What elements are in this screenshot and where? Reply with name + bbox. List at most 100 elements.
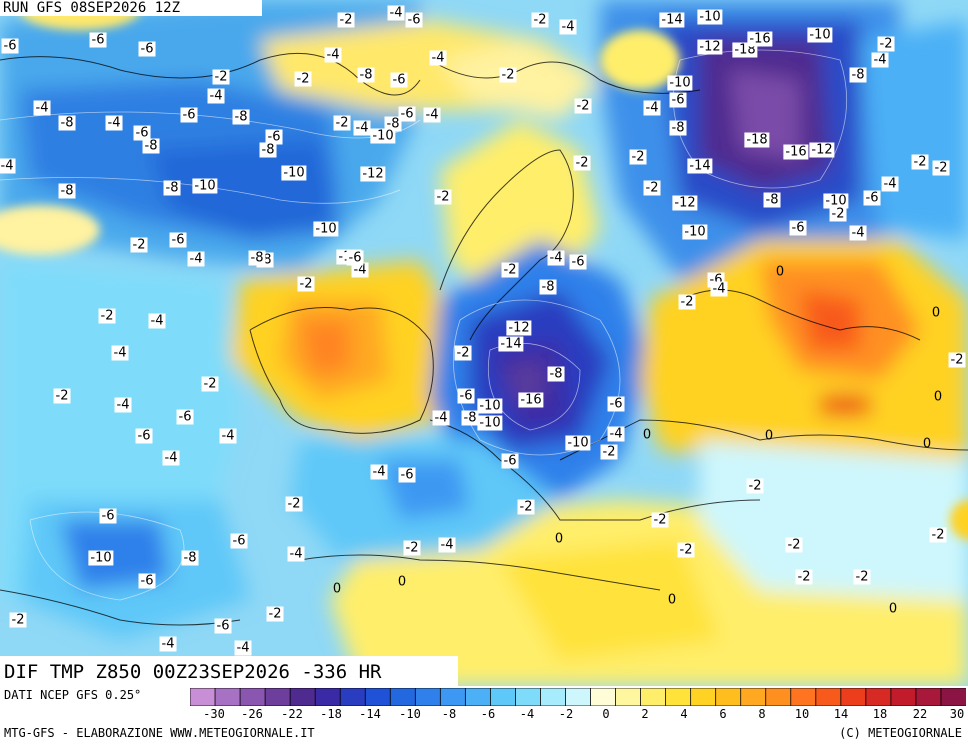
map-value-label: -4: [187, 251, 205, 267]
map-value-label: -2: [911, 154, 929, 170]
colorbar-swatch: [790, 688, 817, 706]
map-value-label: 0: [667, 592, 677, 608]
map-value-label: -6: [176, 409, 194, 425]
map-value-label: -6: [607, 396, 625, 412]
map-value-label: -4: [353, 120, 371, 136]
map-value-label: -6: [265, 129, 283, 145]
coastlines: [0, 52, 968, 626]
colorbar-tick-label: 4: [680, 707, 688, 721]
map-value-label: -6: [398, 467, 416, 483]
map-value-label: -10: [697, 9, 723, 25]
colorbar-tick-label: 2: [641, 707, 649, 721]
colorbar-swatch: [890, 688, 917, 706]
colorbar-swatch: [615, 688, 642, 706]
map-value-label: -2: [574, 98, 592, 114]
map-value-label: 0: [764, 428, 774, 444]
map-value-label: -2: [629, 149, 647, 165]
map-value-label: -16: [747, 31, 773, 47]
colorbar-tick-label: 0: [602, 707, 610, 721]
colorbar-tick-label: 14: [833, 707, 849, 721]
colorbar-tick-label: 6: [719, 707, 727, 721]
map-value-label: -14: [659, 12, 685, 28]
map-value-label: -2: [403, 540, 421, 556]
map-value-label: -2: [333, 115, 351, 131]
colorbar-tick-label: 30: [949, 707, 965, 721]
map-value-label: -4: [438, 537, 456, 553]
colorbar-swatch: [940, 688, 966, 706]
map-value-label: -4: [547, 250, 565, 266]
map-value-label: -6: [99, 508, 117, 524]
map-value-label: -8: [461, 410, 479, 426]
map-value-label: -10: [477, 398, 503, 414]
map-value-label: -6: [169, 232, 187, 248]
colorbar-tick-label: -4: [519, 707, 535, 721]
map-value-label: -6: [138, 41, 156, 57]
map-value-label: -12: [809, 142, 835, 158]
credit-left: MTG-GFS - ELABORAZIONE WWW.METEOGIORNALE…: [4, 726, 315, 740]
map-value-label: 0: [775, 264, 785, 280]
map-value-label: -2: [53, 388, 71, 404]
colorbar-swatch: [339, 688, 367, 706]
map-value-label: -10: [370, 128, 396, 144]
map-value-label: -2: [853, 569, 871, 585]
colorbar-tick-label: 8: [758, 707, 766, 721]
map-value-label: -4: [105, 115, 123, 131]
map-value-label: -4: [849, 225, 867, 241]
map-value-label: -6: [863, 190, 881, 206]
colorbar-tick-label: -2: [558, 707, 574, 721]
colorbar-swatch: [690, 688, 717, 706]
map-value-label: -6: [230, 533, 248, 549]
map-value-label: -2: [266, 606, 284, 622]
map-value-label: -8: [142, 138, 160, 154]
map-value-label: -8: [248, 250, 266, 266]
colorbar-swatch: [715, 688, 742, 706]
map-value-label: -8: [849, 67, 867, 83]
colorbar-tick-label: -8: [441, 707, 457, 721]
map-value-label: -8: [669, 120, 687, 136]
colorbar-tick-label: 18: [872, 707, 888, 721]
map-value-label: -8: [259, 142, 277, 158]
map-value-label: -4: [111, 345, 129, 361]
map-value-label: -6: [501, 453, 519, 469]
map-value-label: -10: [281, 165, 307, 181]
colorbar-swatch: [190, 688, 216, 706]
colorbar-tick-label: 10: [794, 707, 810, 721]
map-value-label: 0: [397, 574, 407, 590]
map-value-label: -6: [135, 428, 153, 444]
colorbar-swatch: [865, 688, 892, 706]
map-value-label: -2: [9, 612, 27, 628]
colorbar-swatch: [264, 688, 291, 706]
map-value-label: -8: [763, 192, 781, 208]
map-value-label: -4: [607, 426, 625, 442]
colorbar-swatch: [590, 688, 617, 706]
map-value-label: -4: [881, 176, 899, 192]
map-value-label: -6: [1, 38, 19, 54]
map-value-label: -4: [643, 100, 661, 116]
colorbar-tick-label: 22: [912, 707, 928, 721]
map-value-label: -2: [517, 499, 535, 515]
map-value-label: -8: [232, 109, 250, 125]
map-value-label: -8: [547, 366, 565, 382]
map-value-label: -6: [138, 573, 156, 589]
map-value-label: -4: [351, 262, 369, 278]
map-value-label: -2: [294, 71, 312, 87]
map-value-label: -2: [678, 294, 696, 310]
map-value-label: -2: [297, 276, 315, 292]
map-value-label: -14: [687, 158, 713, 174]
colorbar-swatch: [765, 688, 792, 706]
colorbar-swatch: [640, 688, 667, 706]
colorbar-tick-label: -6: [480, 707, 496, 721]
colorbar-swatch: [464, 688, 492, 706]
map-value-label: 0: [332, 581, 342, 597]
map-value-label: -6: [214, 618, 232, 634]
colorbar-tick-label: -14: [359, 707, 381, 721]
map-value-label: 0: [888, 601, 898, 617]
colorbar-swatch: [314, 688, 341, 706]
colorbar-swatch: [489, 688, 517, 706]
colorbar-swatch: [840, 688, 867, 706]
map-value-label: -8: [539, 279, 557, 295]
run-header: RUN GFS 08SEP2026 12Z: [0, 0, 262, 16]
map-value-label: -6: [789, 220, 807, 236]
map-value-label: -2: [98, 308, 116, 324]
colorbar-swatch: [665, 688, 692, 706]
